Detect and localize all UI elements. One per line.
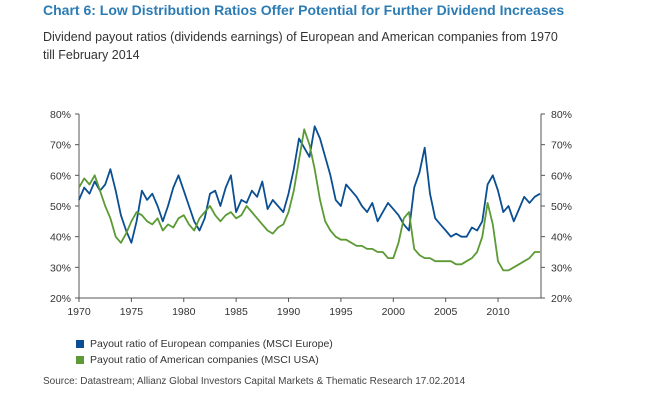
chart-subtitle: Dividend payout ratios (dividends earnin… — [43, 30, 558, 62]
x-tick-label: 1990 — [277, 306, 301, 318]
y-tick-label-right: 30% — [551, 262, 572, 274]
legend-label-europe: Payout ratio of European companies (MSCI… — [90, 338, 333, 350]
legend-swatch-usa — [76, 356, 84, 364]
y-tick-label-left: 20% — [50, 293, 71, 305]
legend-swatch-europe — [76, 340, 84, 348]
y-tick-label-right: 40% — [551, 232, 572, 244]
y-tick-label-right: 20% — [551, 293, 572, 305]
legend-item-europe: Payout ratio of European companies (MSCI… — [76, 336, 333, 352]
series-line-usa — [78, 128, 540, 272]
y-tick-label-right: 50% — [551, 201, 572, 213]
y-tick-label-left: 80% — [50, 109, 71, 121]
y-tick-label-right: 80% — [551, 109, 572, 121]
y-tick-label-left: 50% — [50, 201, 71, 213]
x-tick-label: 2005 — [434, 306, 458, 318]
chart-title: Chart 6: Low Distribution Ratios Offer P… — [43, 2, 565, 18]
x-tick-label: 1995 — [329, 306, 353, 318]
legend: Payout ratio of European companies (MSCI… — [76, 336, 333, 368]
x-tick-label: 2000 — [382, 306, 406, 318]
legend-label-usa: Payout ratio of American companies (MSCI… — [90, 354, 319, 366]
x-tick-label: 1980 — [172, 306, 196, 318]
payout-ratio-chart: 20% 30% 40% 50% 60% 70% 80% 20% 30% 40% 50% 60% 70% 8… — [50, 109, 572, 318]
x-tick-label: 2010 — [486, 306, 510, 318]
x-tick-label: 1985 — [224, 306, 248, 318]
legend-item-usa: Payout ratio of American companies (MSCI… — [76, 352, 333, 368]
y-tick-label-right: 60% — [551, 170, 572, 182]
series-line-europe — [78, 125, 541, 244]
source-note: Source: Datastream; Allianz Global Inves… — [43, 376, 466, 387]
x-tick-label: 1970 — [67, 306, 91, 318]
y-tick-label-left: 60% — [50, 170, 71, 182]
y-tick-label-left: 30% — [50, 262, 71, 274]
y-tick-label-right: 70% — [551, 140, 572, 152]
y-tick-label-left: 70% — [50, 140, 71, 152]
y-tick-label-left: 40% — [50, 232, 71, 244]
x-tick-label: 1975 — [120, 306, 144, 318]
